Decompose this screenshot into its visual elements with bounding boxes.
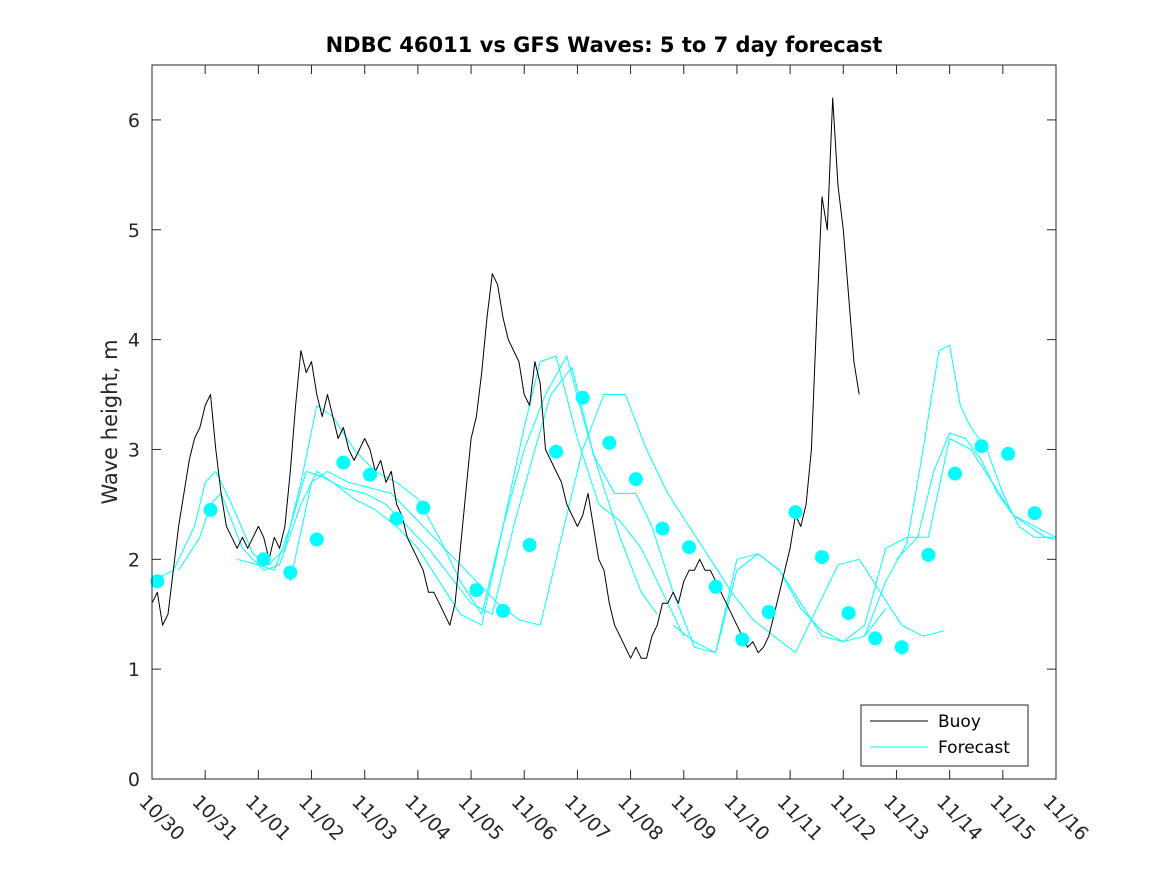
plot-series [150,97,1057,659]
forecast-point [682,540,697,555]
y-tick-label: 4 [128,330,140,352]
forecast-line-6 [864,344,1056,637]
forecast-point [841,606,856,621]
forecast-point [416,500,431,515]
forecast-point [815,550,829,565]
forecast-point [788,505,803,520]
forecast-point [708,579,723,594]
forecast-point [735,632,750,647]
y-tick-label: 5 [128,220,140,242]
forecast-point [948,466,962,481]
forecast-point [761,605,776,619]
forecast-point [283,565,298,580]
forecast-line-1 [151,355,658,615]
forecast-point [575,390,590,405]
forecast-line-7 [896,432,1057,560]
forecast-point [549,444,564,459]
legend: Buoy Forecast [860,704,1029,767]
axes-box [151,64,1057,780]
chart-title: NDBC 46011 vs GFS Waves: 5 to 7 day fore… [326,33,883,57]
forecast-point [628,472,643,487]
y-tick-label: 1 [128,659,140,681]
forecast-point [256,552,271,567]
forecast-point [974,439,989,454]
forecast-point [921,547,936,562]
y-tick-label: 6 [128,110,140,132]
forecast-point [203,502,218,517]
forecast-point [868,631,883,646]
forecast-point [602,435,617,450]
forecast-point [894,640,909,655]
plot-area [152,65,1056,779]
y-axis-ticks: 0 1 2 3 4 5 6 [128,110,1056,791]
forecast-point [1001,446,1016,461]
y-axis-label: Wave height, m [98,339,122,504]
forecast-point [522,538,537,552]
legend-forecast-label: Forecast [938,738,1010,758]
forecast-point [469,583,484,598]
forecast-line-4 [289,394,945,654]
forecast-point [150,574,165,589]
y-tick-label: 3 [128,439,140,461]
forecast-point [363,467,377,482]
forecast-point [1027,506,1042,521]
forecast-point [309,532,324,547]
forecast-point [496,603,510,618]
forecast-point [389,511,404,526]
forecast-point [336,455,351,470]
y-tick-label: 2 [128,549,140,571]
forecast-point [655,521,670,536]
legend-buoy-label: Buoy [938,712,981,732]
forecast-line-2 [178,355,685,637]
legend-box [860,704,1029,767]
y-tick-label: 0 [128,769,140,791]
